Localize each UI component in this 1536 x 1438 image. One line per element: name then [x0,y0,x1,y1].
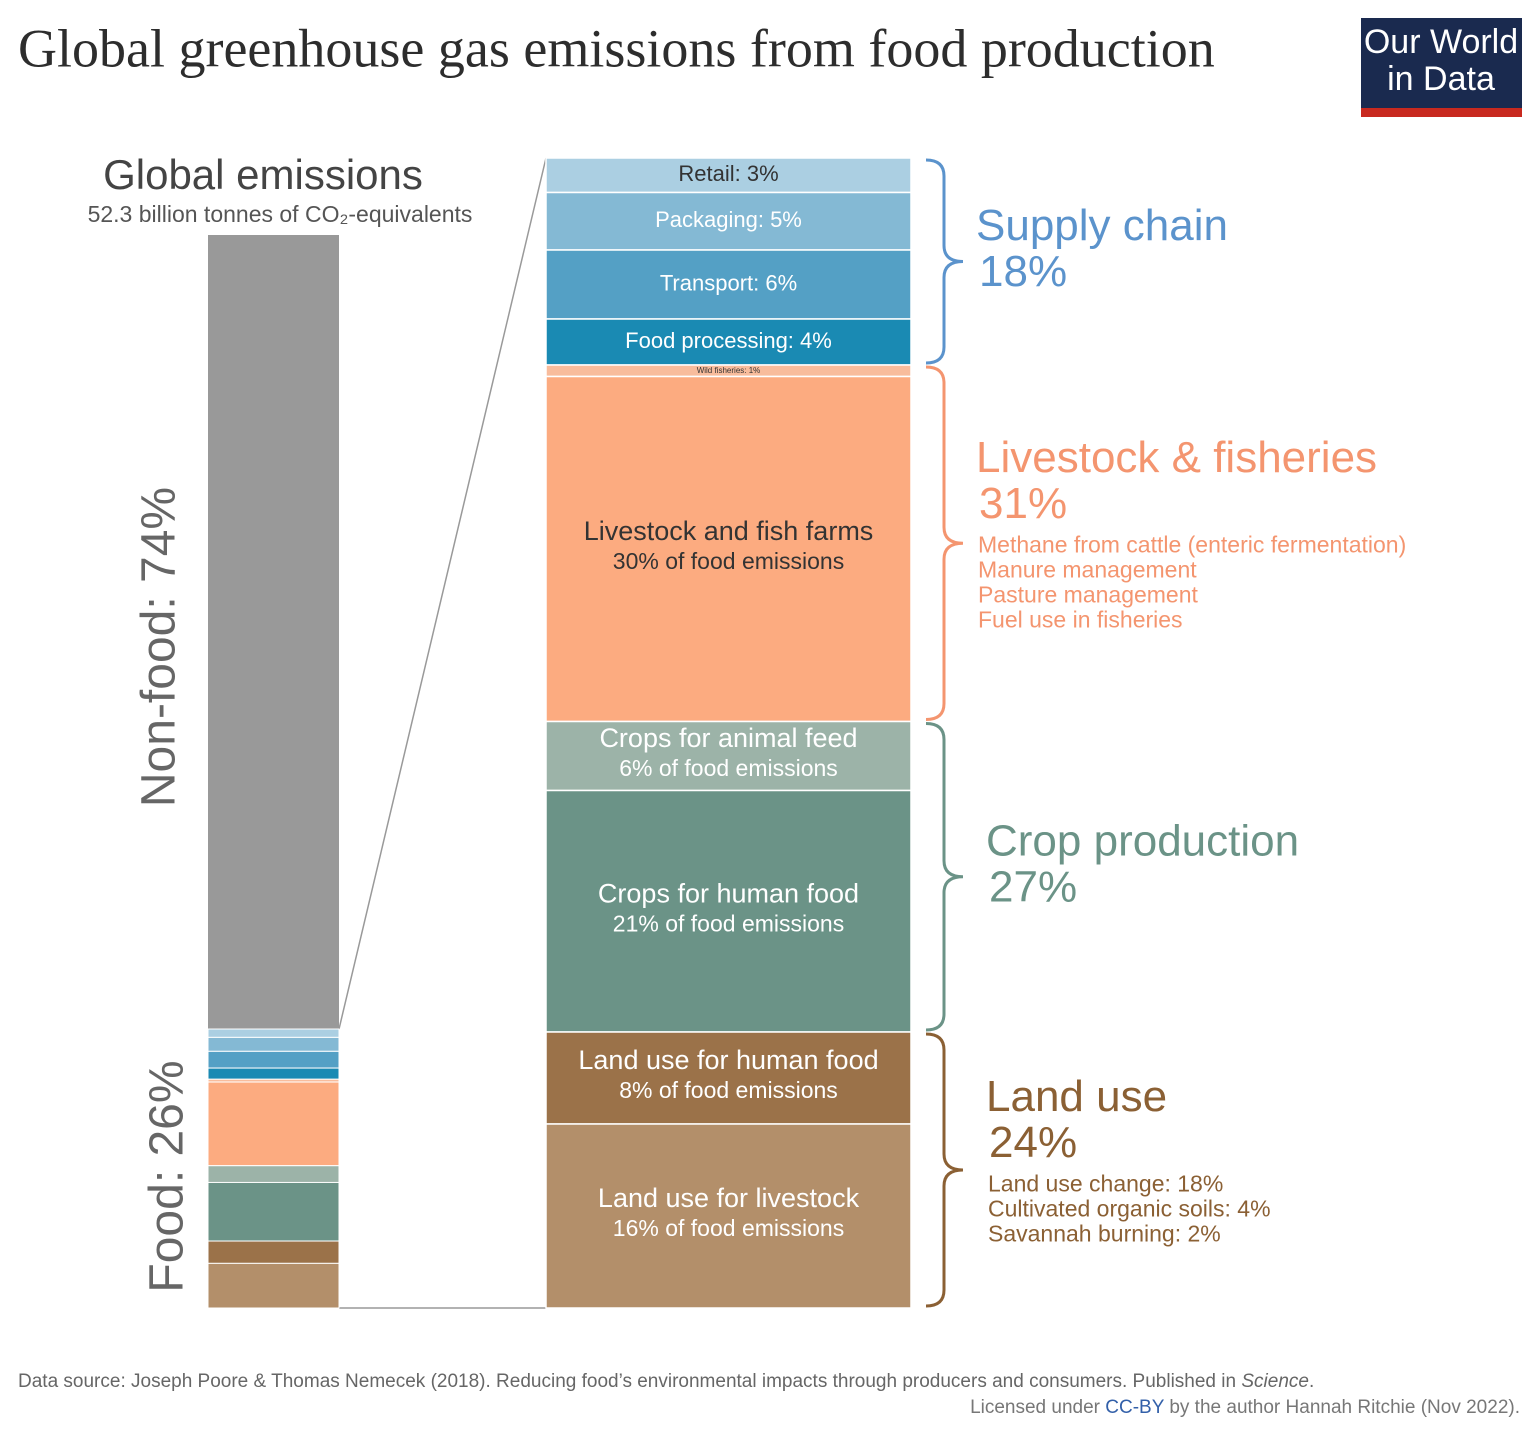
license-link[interactable]: CC-BY [1105,1397,1164,1418]
segment-label: Transport: 6% [660,270,797,295]
source-text: . [1309,1371,1314,1392]
segment-label: Crops for human food [598,878,859,908]
logo-text: in Data [1387,60,1495,98]
segment [545,375,912,723]
source-text: Data source: Joseph Poore & Thomas Nemec… [18,1371,1241,1392]
logo-stripe [1361,108,1522,117]
segment-value: 30% of food emissions [613,548,844,574]
group-detail: Manure management [978,556,1197,582]
segment [545,1031,912,1125]
segment-label: Land use for human food [578,1045,878,1075]
food-label: Food: 26% [141,1060,194,1292]
group-detail: Land use change: 18% [988,1171,1223,1197]
food-part [207,1067,340,1080]
food-part [207,1262,340,1309]
segment [545,789,912,1033]
source: Data source: Joseph Poore & Thomas Nemec… [18,1371,1314,1392]
segment-value: 16% of food emissions [613,1215,844,1241]
segment [545,249,912,320]
segment-label: Livestock and fish farms [584,516,874,546]
group-brace [925,722,964,1032]
group-title: Livestock & fisheries [976,433,1377,482]
food-part [207,1165,340,1183]
food-part [207,1050,340,1069]
food-part [207,1028,340,1038]
segment-label: Packaging: 5% [655,207,802,232]
food-part [207,1181,340,1242]
segment [545,720,912,792]
group-value: 31% [979,479,1067,528]
segment-label: Food processing: 4% [625,328,832,353]
segment-value: 8% of food emissions [619,1077,838,1103]
segment-label: Crops for animal feed [599,723,857,753]
food-part [207,1081,340,1167]
group-detail: Pasture management [978,581,1199,607]
group-value: 27% [989,862,1077,911]
left-title: Global emissions [103,151,423,198]
group-title: Crop production [986,816,1299,865]
group-brace [925,1032,964,1308]
logo-text: Our World [1364,23,1518,61]
food-part [207,1240,340,1264]
connector [338,157,547,1030]
group-brace [925,158,964,365]
segment [545,157,912,194]
group-title: Supply chain [976,201,1228,250]
group-brace [925,365,964,721]
group-title: Land use [986,1072,1167,1121]
segment-value: 6% of food emissions [619,755,838,781]
group-detail: Fuel use in fisheries [978,606,1183,632]
license-text: Licensed under [970,1397,1105,1418]
group-detail: Savannah burning: 2% [988,1221,1221,1247]
food-part [207,1036,340,1052]
logo-box [1361,18,1522,108]
segment-label: Land use for livestock [598,1183,860,1213]
group-value: 18% [979,247,1067,296]
segment-label: Retail: 3% [678,161,778,186]
segment-label: Wild fisheries: 1% [697,366,761,375]
segment [545,1123,912,1309]
license-text: by the author Hannah Ritchie (Nov 2022). [1164,1397,1520,1418]
non-food-label: Non-food: 74% [133,487,186,807]
group-detail: Methane from cattle (enteric fermentatio… [978,531,1406,557]
source-text: Science [1241,1371,1309,1392]
left-subtitle: 52.3 billion tonnes of CO₂-equivalents [88,201,473,227]
group-detail: Cultivated organic soils: 4% [988,1196,1271,1222]
chart-title: Global greenhouse gas emissions from foo… [18,18,1215,78]
group-value: 24% [989,1118,1077,1167]
segment-value: 21% of food emissions [613,910,844,936]
license: Licensed under CC-BY by the author Hanna… [970,1397,1520,1418]
non-food-bar [208,235,339,1030]
segment [545,318,912,366]
